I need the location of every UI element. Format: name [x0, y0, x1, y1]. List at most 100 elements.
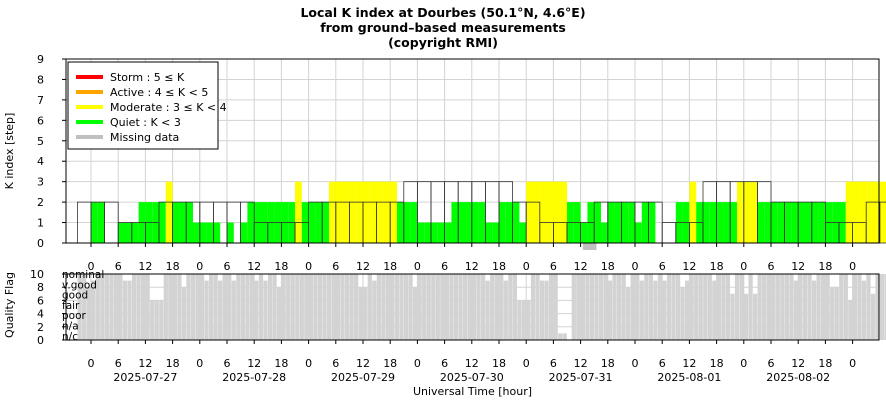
k-index-x-tick-label: 6 — [768, 260, 775, 273]
quality-bar — [549, 274, 554, 340]
k-index-bar — [213, 222, 221, 243]
k-index-bar — [431, 222, 438, 243]
quality-bar — [394, 274, 400, 340]
quality-bar — [77, 274, 82, 340]
k-index-bar — [737, 181, 744, 243]
k-index-bar — [97, 202, 105, 243]
k-index-bar — [390, 181, 397, 243]
k-index-bar — [798, 202, 805, 243]
quality-bar — [136, 274, 141, 340]
quality-bar — [517, 300, 522, 340]
quality-bar — [594, 274, 599, 340]
quality-bar — [757, 274, 762, 340]
quality-bar — [286, 274, 291, 340]
k-index-bar — [784, 202, 792, 243]
k-index-bar — [417, 222, 425, 243]
k-index-bar — [322, 202, 329, 243]
k-index-bar — [512, 202, 520, 243]
k-index-bar — [859, 181, 867, 243]
k-index-bar — [315, 202, 323, 243]
quality-bar — [462, 274, 468, 340]
quality-x-tick-label: 18 — [818, 357, 832, 370]
quality-bar — [458, 274, 463, 340]
quality-x-tick-label: 18 — [601, 357, 615, 370]
quality-bar — [494, 274, 499, 340]
k-index-bar — [526, 181, 533, 243]
k-index-bar — [308, 202, 316, 243]
k-index-y-tick-label: 9 — [37, 53, 44, 66]
quality-bar — [526, 300, 531, 340]
quality-x-tick-label: 12 — [465, 357, 479, 370]
k-index-bar — [131, 222, 139, 243]
quality-bar — [444, 274, 449, 340]
quality-bar — [141, 274, 146, 340]
k-index-bar — [709, 202, 717, 243]
quality-bar — [186, 274, 191, 340]
quality-bar — [712, 280, 717, 340]
quality-bar — [512, 274, 517, 340]
quality-bar — [866, 274, 871, 340]
quality-y-tick-label: 10 — [30, 268, 44, 281]
quality-flag-label: n/a — [62, 321, 79, 333]
quality-bar — [539, 280, 545, 340]
quality-bar — [607, 280, 613, 340]
k-index-bar — [172, 202, 180, 243]
quality-bar — [571, 274, 576, 340]
legend-label-storm: Storm : 5 ≤ K — [110, 71, 185, 84]
k-index-x-tick-label: 0 — [523, 260, 530, 273]
k-index-x-tick-label: 18 — [710, 260, 724, 273]
k-index-bar — [811, 202, 819, 243]
quality-bar — [789, 274, 794, 340]
k-index-bar — [594, 202, 601, 243]
quality-y-tick-label: 2 — [37, 321, 44, 334]
k-index-bar — [356, 181, 363, 243]
quality-bar — [258, 274, 264, 340]
quality-x-tick-label: 18 — [383, 357, 397, 370]
k-index-bar — [628, 202, 635, 243]
k-index-bar — [91, 202, 98, 243]
x-axis-title: Universal Time [hour] — [413, 385, 532, 398]
quality-y-tick-label: 6 — [37, 294, 44, 307]
k-index-bar — [206, 222, 214, 243]
quality-x-tick-label: 0 — [632, 357, 639, 370]
quality-bar — [653, 280, 658, 340]
quality-bar — [562, 333, 567, 340]
quality-bar — [345, 274, 350, 340]
quality-x-tick-label: 6 — [550, 357, 557, 370]
quality-bar — [725, 274, 731, 340]
k-index-bar — [227, 222, 234, 243]
k-index-y-tick-label: 0 — [37, 237, 44, 250]
quality-flag-label: v.good — [62, 279, 97, 291]
quality-bar — [657, 274, 663, 340]
date-label: 2025-08-01 — [657, 371, 721, 384]
k-index-bar — [614, 202, 622, 243]
k-index-bar — [791, 202, 799, 243]
quality-bar — [218, 280, 223, 340]
quality-bar — [449, 274, 454, 340]
quality-bar — [417, 274, 422, 340]
quality-bar — [172, 274, 177, 340]
k-index-bar — [349, 181, 357, 243]
quality-bar — [177, 274, 182, 340]
quality-x-tick-label: 6 — [224, 357, 231, 370]
quality-bar — [340, 274, 345, 340]
quality-x-tick-label: 12 — [138, 357, 152, 370]
quality-bar — [326, 274, 332, 340]
quality-bar — [485, 280, 490, 340]
k-index-x-tick-label: 0 — [414, 260, 421, 273]
quality-bar — [435, 274, 440, 340]
quality-bar — [748, 274, 753, 340]
quality-bar — [440, 274, 445, 340]
quality-bar — [807, 274, 812, 340]
quality-bar — [82, 274, 87, 340]
quality-bar — [290, 274, 295, 340]
quality-bar — [467, 274, 472, 340]
quality-bar — [308, 274, 313, 340]
quality-bar — [95, 274, 100, 340]
quality-bar — [870, 293, 876, 340]
k-index-x-tick-label: 6 — [332, 260, 339, 273]
quality-bar — [576, 274, 581, 340]
quality-bar — [739, 274, 744, 340]
quality-bar — [263, 280, 268, 340]
